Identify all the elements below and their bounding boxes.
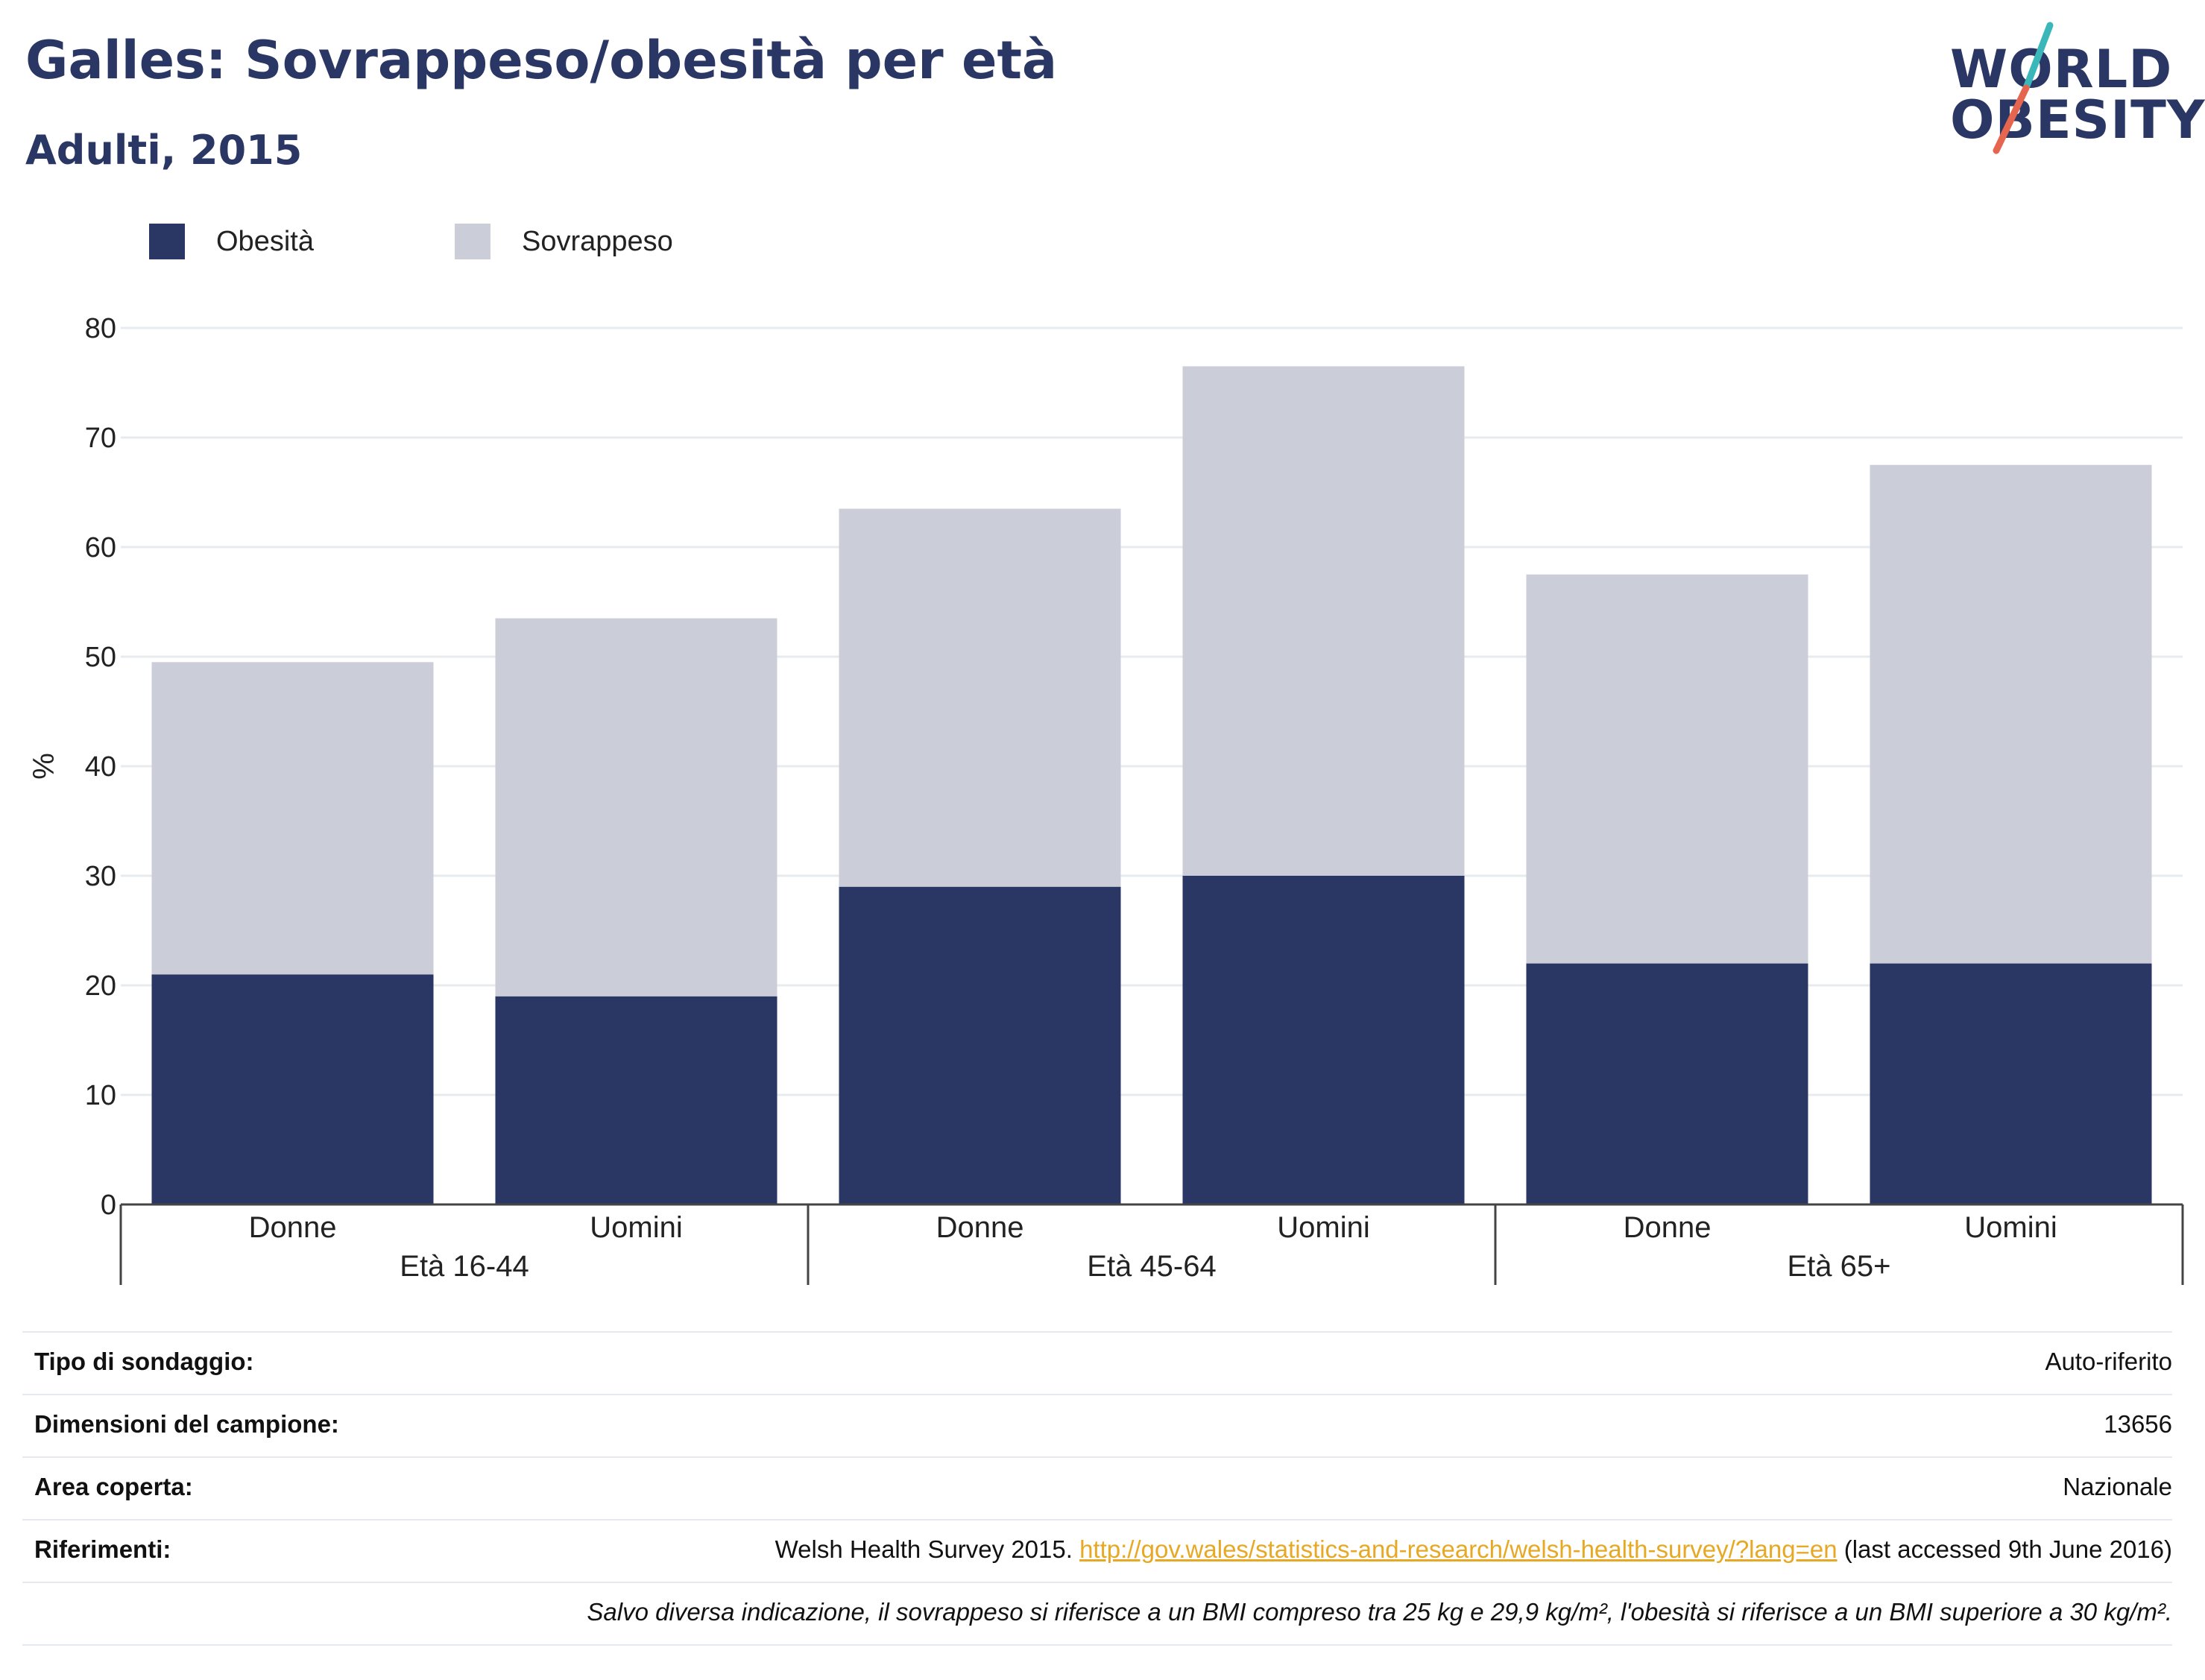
legend-swatch-overweight bbox=[455, 224, 490, 259]
bar-obesity bbox=[1870, 963, 2152, 1204]
x-tick-label: Donne bbox=[249, 1211, 337, 1244]
bar-obesity bbox=[1182, 876, 1465, 1204]
bar-overweight bbox=[1526, 574, 1808, 964]
legend-label-obesity: Obesità bbox=[216, 226, 314, 257]
x-tick-label: Donne bbox=[1624, 1211, 1712, 1244]
logo-line-1: WORLD bbox=[1950, 39, 2173, 100]
x-tick-label: Uomini bbox=[590, 1211, 682, 1244]
y-tick-label: 10 bbox=[85, 1080, 116, 1111]
sample-size-value: 13656 bbox=[2104, 1410, 2172, 1438]
info-row-sample-size: Dimensioni del campione: 13656 bbox=[22, 1394, 2172, 1456]
info-row-references: Riferimenti: Welsh Health Survey 2015. h… bbox=[22, 1519, 2172, 1582]
area-label: Area coperta: bbox=[34, 1473, 193, 1500]
x-group-label: Età 16-44 bbox=[400, 1250, 529, 1283]
bar-overweight bbox=[1870, 464, 2152, 964]
bar-overweight bbox=[1182, 366, 1465, 876]
world-obesity-logo: WORLD OBESITY bbox=[1938, 19, 2205, 161]
info-row-survey-type: Tipo di sondaggio: Auto-riferito bbox=[22, 1331, 2172, 1394]
bar-obesity bbox=[495, 996, 777, 1204]
info-row-area: Area coperta: Nazionale bbox=[22, 1456, 2172, 1519]
x-tick-label: Uomini bbox=[1964, 1211, 2057, 1244]
y-tick-label: 70 bbox=[85, 423, 116, 454]
logo-slash-icon bbox=[1993, 22, 2054, 154]
y-tick-label: 0 bbox=[101, 1190, 116, 1221]
references-text: Welsh Health Survey 2015. bbox=[775, 1535, 1073, 1563]
info-row-note: Salvo diversa indicazione, il sovrappeso… bbox=[22, 1582, 2172, 1646]
bar-overweight bbox=[495, 618, 777, 997]
references-link[interactable]: http://gov.wales/statistics-and-research… bbox=[1079, 1535, 1838, 1563]
x-group-label: Età 65+ bbox=[1787, 1250, 1890, 1283]
references-label: Riferimenti: bbox=[34, 1535, 171, 1563]
bar-overweight bbox=[839, 508, 1121, 887]
bar-obesity bbox=[1526, 963, 1808, 1204]
y-tick-label: 60 bbox=[85, 532, 116, 563]
y-tick-label: 80 bbox=[85, 313, 116, 344]
references-value: Welsh Health Survey 2015. http://gov.wal… bbox=[775, 1535, 2172, 1564]
survey-type-value: Auto-riferito bbox=[2045, 1348, 2172, 1375]
x-tick-label: Uomini bbox=[1277, 1211, 1369, 1244]
stacked-bar-chart: 0 10 20 30 40 50 60 70 80% Donne Uomini Donne Uomini… bbox=[28, 313, 2184, 1285]
chart-title: Galles: Sovrappeso/obesità per età bbox=[25, 30, 1058, 91]
y-axis-label: % bbox=[28, 753, 60, 780]
survey-type-label: Tipo di sondaggio: bbox=[34, 1348, 254, 1375]
y-tick-label: 50 bbox=[85, 642, 116, 673]
x-group-label: Età 45-64 bbox=[1087, 1250, 1216, 1283]
chart-subtitle: Adulti, 2015 bbox=[25, 127, 303, 174]
x-tick-label: Donne bbox=[936, 1211, 1024, 1244]
bar-obesity bbox=[839, 886, 1121, 1204]
y-tick-label: 40 bbox=[85, 751, 116, 783]
legend-label-overweight: Sovrappeso bbox=[522, 226, 673, 257]
y-tick-label: 30 bbox=[85, 861, 116, 892]
bar-overweight bbox=[151, 662, 434, 975]
bar-obesity bbox=[151, 974, 434, 1204]
area-value: Nazionale bbox=[2063, 1473, 2172, 1500]
sample-size-label: Dimensioni del campione: bbox=[34, 1410, 339, 1438]
info-table: Tipo di sondaggio: Auto-riferito Dimensi… bbox=[22, 1331, 2172, 1646]
definition-note: Salvo diversa indicazione, il sovrappeso… bbox=[587, 1598, 2172, 1626]
logo-line-2: OBESITY bbox=[1950, 89, 2205, 151]
references-suffix: (last accessed 9th June 2016) bbox=[1843, 1535, 2172, 1563]
legend-swatch-obesity bbox=[149, 224, 185, 259]
y-tick-label: 20 bbox=[85, 970, 116, 1002]
